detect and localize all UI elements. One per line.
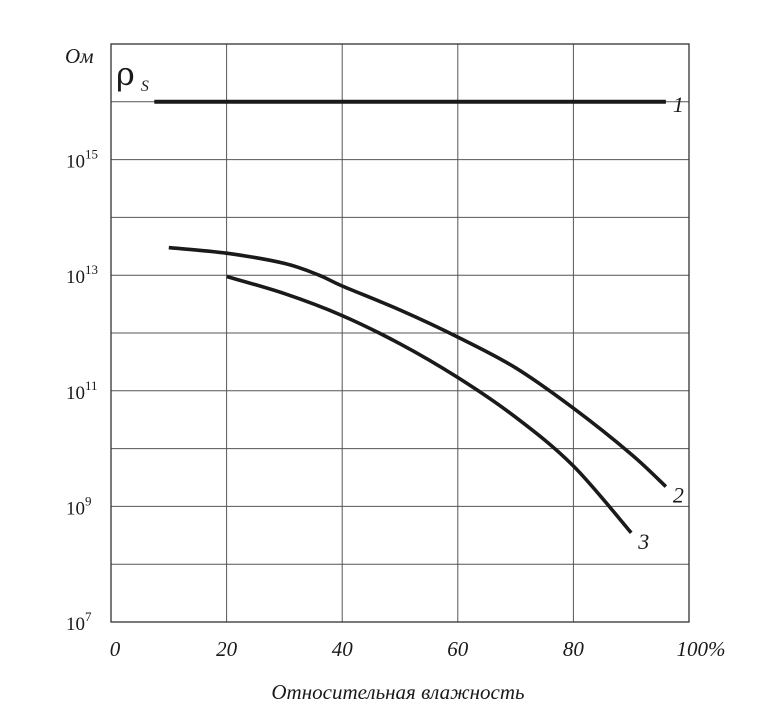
grid — [111, 44, 689, 622]
y-axis-label: Ом — [65, 44, 94, 68]
rho-s-symbol: ρ S — [116, 55, 149, 95]
ticks-group: 0 20 40 60 80 100% 107 109 1011 1013 1015 — [66, 147, 726, 661]
x-tick-label: 100% — [677, 637, 726, 661]
x-tick-label: 60 — [447, 637, 469, 661]
x-axis-label: Относительная влажность — [271, 680, 524, 704]
rho-symbol: ρ — [116, 55, 135, 93]
y-tick-label: 1011 — [66, 378, 98, 404]
x-tick-label: 20 — [216, 637, 238, 661]
x-tick-label: 0 — [110, 637, 121, 661]
x-tick-label: 80 — [563, 637, 585, 661]
y-tick-label: 1015 — [66, 147, 98, 173]
y-tick-label: 107 — [66, 609, 92, 635]
rho-subscript: S — [141, 78, 149, 95]
series-line-2 — [168, 245, 668, 488]
plot-frame — [110, 43, 690, 623]
x-tick-label: 40 — [332, 637, 354, 661]
series-label-2: 2 — [673, 483, 684, 508]
series-line-3 — [226, 274, 633, 534]
y-tick-label: 1013 — [66, 262, 98, 288]
y-tick-label: 109 — [66, 493, 92, 519]
series-group: 1 23 — [154, 92, 684, 554]
series-label-3: 3 — [637, 529, 649, 554]
series-label-1: 1 — [673, 92, 684, 117]
